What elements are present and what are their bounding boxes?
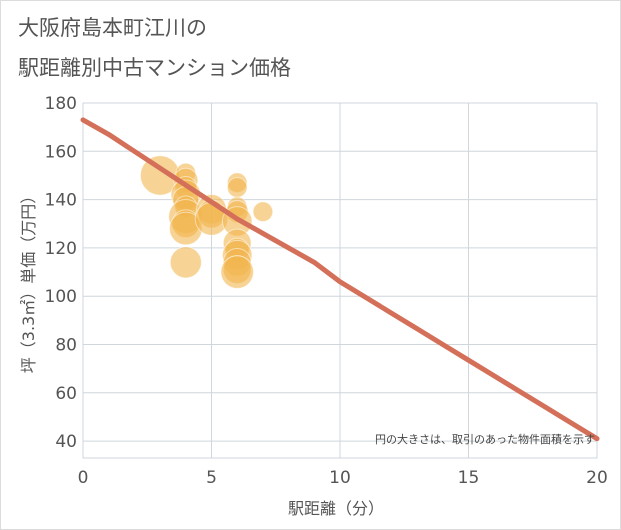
x-tick-labels: 0 5 10 15 20	[78, 468, 608, 488]
data-bubble	[252, 201, 274, 223]
bubble-layer	[139, 155, 274, 289]
data-bubble	[220, 255, 255, 289]
y-tick-label: 140	[45, 191, 77, 211]
x-tick-label: 15	[458, 468, 480, 488]
y-tick-label: 160	[45, 142, 77, 162]
grid-lines	[82, 102, 598, 459]
x-tick-label: 0	[78, 468, 89, 488]
y-tick-label: 80	[55, 335, 77, 355]
x-axis-label: 駅距離（分）	[288, 499, 384, 518]
data-bubble	[169, 246, 202, 279]
trend-line	[80, 117, 600, 442]
y-tick-labels: 40 60 80 100 120 140 160 180	[45, 94, 77, 452]
y-tick-label: 120	[45, 239, 77, 259]
y-tick-label: 40	[55, 432, 77, 452]
x-tick-label: 10	[329, 468, 351, 488]
chart-title-line1: 大阪府島本町江川の	[18, 16, 207, 40]
bubble-size-note: 円の大きさは、取引のあった物件面積を示す	[375, 432, 595, 446]
y-tick-label: 180	[45, 94, 77, 114]
x-tick-label: 20	[586, 468, 608, 488]
chart-title-line2: 駅距離別中古マンション価格	[18, 56, 291, 80]
y-tick-label: 100	[45, 287, 77, 307]
y-axis-label: 坪（3.3㎡）単価（万円）	[19, 188, 38, 373]
x-tick-label: 5	[206, 468, 217, 488]
y-tick-label: 60	[55, 384, 77, 404]
data-bubble	[226, 177, 248, 198]
